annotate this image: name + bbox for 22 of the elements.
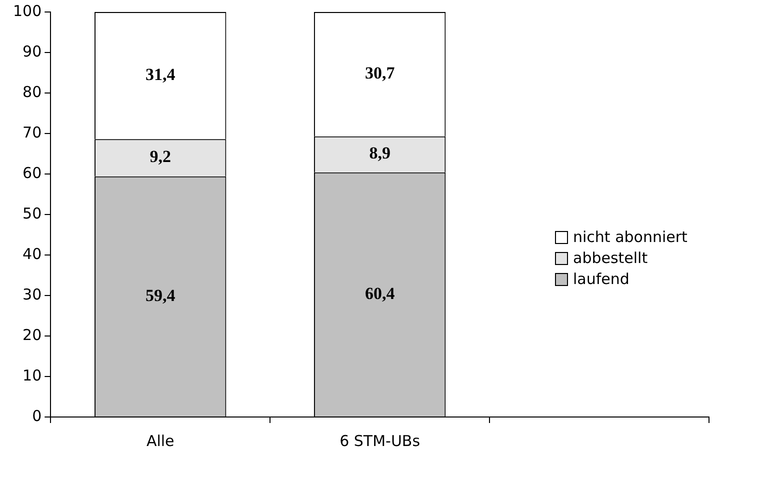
data-label: 8,9 xyxy=(369,144,390,163)
y-tick-label: 20 xyxy=(22,326,42,344)
x-tick-label: Alle xyxy=(146,432,174,450)
y-tick-label: 10 xyxy=(22,366,42,384)
data-label: 60,4 xyxy=(364,284,396,303)
x-tick-label: 6 STM-UBs xyxy=(340,432,420,450)
data-label: 30,7 xyxy=(364,64,396,83)
y-tick-label: 60 xyxy=(22,164,42,182)
y-tick-label: 70 xyxy=(22,123,42,142)
y-tick-label: 90 xyxy=(22,42,42,60)
y-tick-label: 0 xyxy=(32,406,42,425)
y-tick-label: 30 xyxy=(22,285,42,304)
y-tick-label: 50 xyxy=(22,204,42,222)
y-tick-label: 80 xyxy=(22,82,42,101)
data-label: 59,4 xyxy=(145,286,176,305)
text: nicht abonniert xyxy=(573,228,688,246)
y-tick-label: 40 xyxy=(22,244,42,263)
legend-label: abbestellt xyxy=(573,249,648,267)
data-label: 9,2 xyxy=(150,147,171,166)
legend-label: laufend xyxy=(573,270,630,288)
y-tick-label: 100 xyxy=(12,2,42,20)
data-label: 31,4 xyxy=(145,64,176,84)
